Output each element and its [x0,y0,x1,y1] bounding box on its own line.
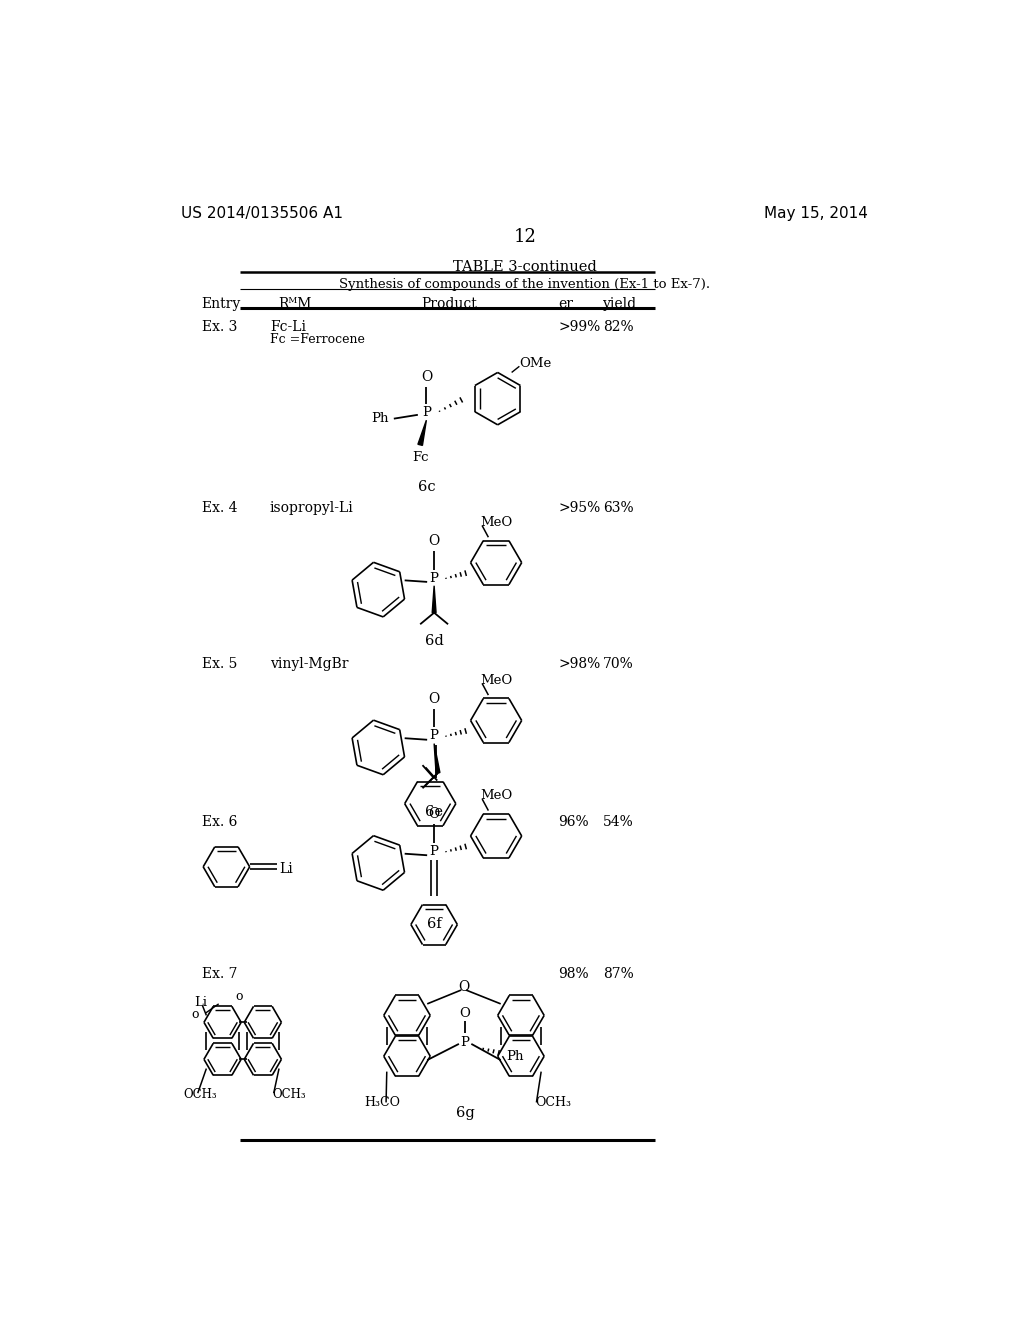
Text: Ex. 5: Ex. 5 [202,657,237,672]
Text: H₃CO: H₃CO [365,1096,400,1109]
Text: OMe: OMe [519,358,552,371]
Text: MeO: MeO [480,789,513,803]
Text: May 15, 2014: May 15, 2014 [764,206,867,222]
Text: er: er [558,297,573,312]
Polygon shape [434,743,440,774]
Text: 96%: 96% [558,816,589,829]
Text: 87%: 87% [603,966,634,981]
Text: 98%: 98% [558,966,589,981]
Text: 6d: 6d [425,635,443,648]
Text: vinyl-MgBr: vinyl-MgBr [270,657,348,672]
Text: RᴹM: RᴹM [278,297,311,312]
Text: P: P [422,407,431,418]
Text: O: O [428,692,439,706]
Text: O: O [460,1007,471,1019]
Text: o: o [236,990,243,1003]
Text: Li: Li [280,862,293,876]
Text: Ex. 6: Ex. 6 [202,816,237,829]
Text: OCH₃: OCH₃ [535,1096,570,1109]
Text: MeO: MeO [480,516,513,529]
Text: Product: Product [422,297,477,312]
Text: P: P [430,730,438,742]
Text: P: P [430,845,438,858]
Text: Fc: Fc [412,451,428,465]
Text: Ph: Ph [506,1049,523,1063]
Text: O: O [428,808,439,821]
Text: 12: 12 [513,227,537,246]
Text: 6e: 6e [425,805,443,820]
Text: 70%: 70% [603,657,634,672]
Text: O: O [421,370,432,384]
Text: Fc =Ferrocene: Fc =Ferrocene [270,333,365,346]
Text: Fc-Li: Fc-Li [270,321,306,334]
Text: yield: yield [603,297,637,312]
Text: Ex. 7: Ex. 7 [202,966,238,981]
Text: TABLE 3-continued: TABLE 3-continued [453,260,597,275]
Text: Li: Li [195,995,208,1008]
Text: 54%: 54% [603,816,634,829]
Text: Ph: Ph [372,412,389,425]
Text: P: P [430,572,438,585]
Text: Ex. 4: Ex. 4 [202,502,238,515]
Text: Synthesis of compounds of the invention (Ex-1 to Ex-7).: Synthesis of compounds of the invention … [339,277,711,290]
Text: US 2014/0135506 A1: US 2014/0135506 A1 [180,206,343,222]
Text: >98%: >98% [558,657,600,672]
Text: ο: ο [190,1008,199,1022]
Polygon shape [418,420,426,445]
Text: >99%: >99% [558,321,600,334]
Text: 6f: 6f [427,917,441,931]
Text: O: O [428,535,439,548]
Text: Entry: Entry [202,297,241,312]
Text: isopropyl-Li: isopropyl-Li [270,502,353,515]
Text: Ex. 3: Ex. 3 [202,321,237,334]
Text: 63%: 63% [603,502,634,515]
Text: MeO: MeO [480,675,513,686]
Text: P: P [461,1036,470,1049]
Text: OCH₃: OCH₃ [272,1088,306,1101]
Text: 6g: 6g [456,1106,474,1119]
Polygon shape [432,586,436,612]
Text: OCH₃: OCH₃ [183,1088,217,1101]
Text: >95%: >95% [558,502,600,515]
Text: 82%: 82% [603,321,634,334]
Text: 6c: 6c [418,480,435,494]
Text: O: O [458,979,469,994]
